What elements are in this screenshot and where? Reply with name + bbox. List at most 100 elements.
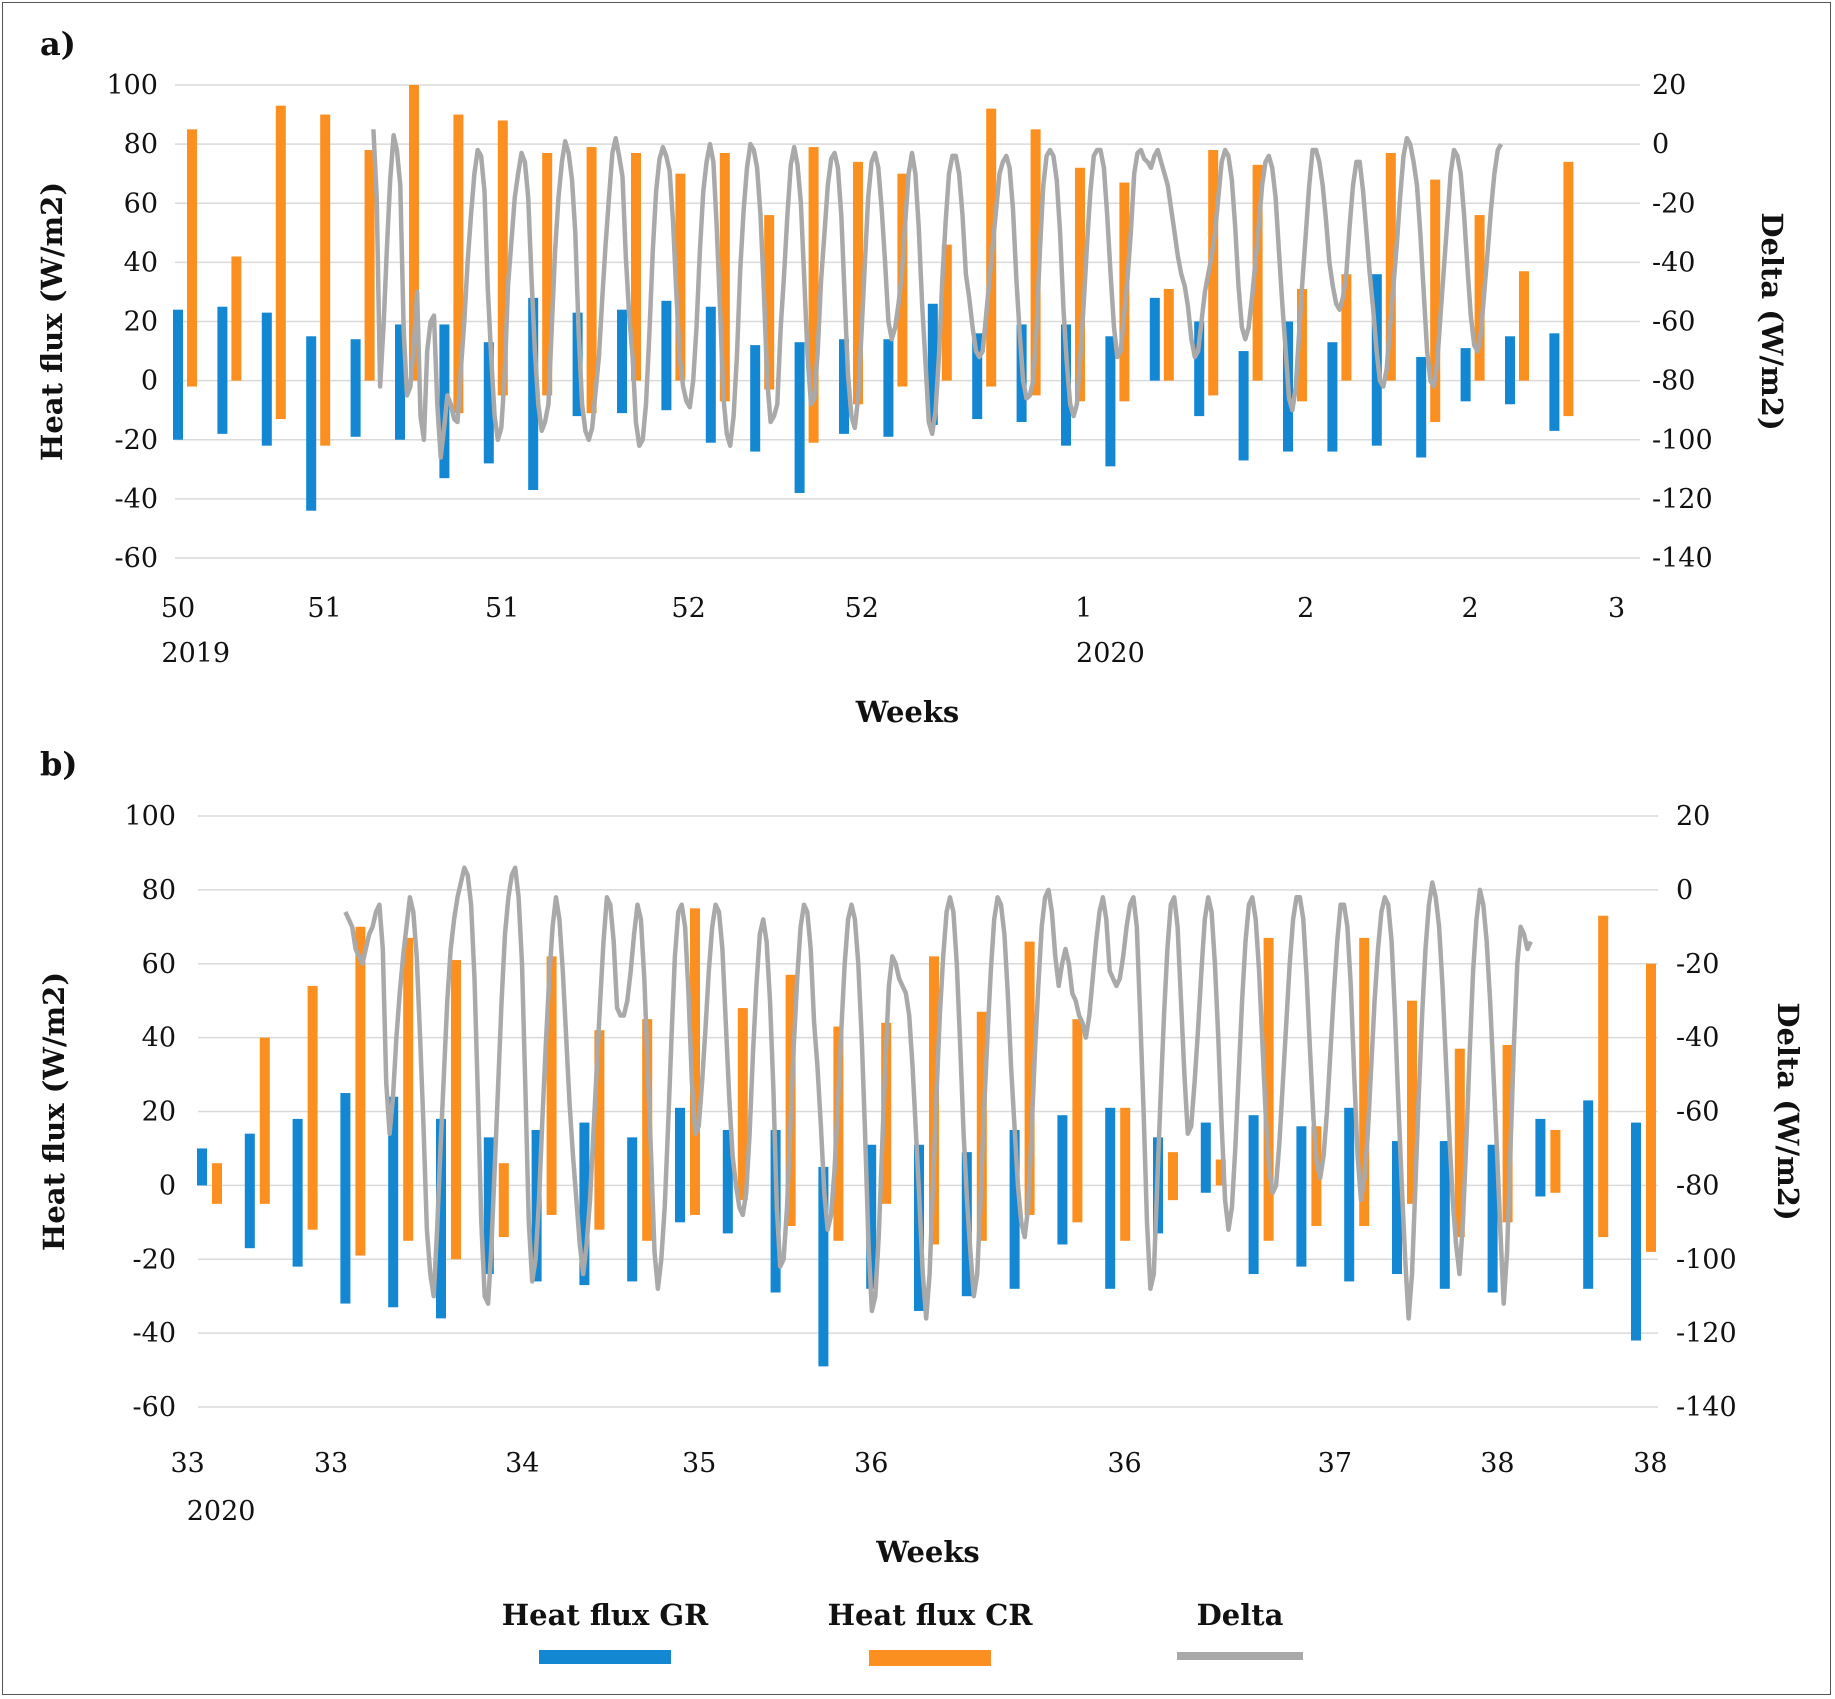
bar-heat-flux-cr (355, 926, 366, 1256)
bar-heat-flux-gr (794, 342, 805, 493)
bar-heat-flux-cr (307, 985, 318, 1230)
bar-heat-flux-gr (1631, 1122, 1641, 1341)
x-tick-label: 36 (854, 1448, 888, 1479)
bar-heat-flux-gr (217, 306, 228, 434)
y2-tick-label: -40 (1676, 1023, 1719, 1054)
legend-item-cr: Heat flux CR (805, 1598, 1055, 1666)
legend-swatch-delta (1177, 1652, 1303, 1660)
bar-heat-flux-gr (306, 336, 317, 511)
bar-heat-flux-gr (244, 1133, 255, 1249)
y2-tick-label: -120 (1676, 1318, 1737, 1349)
y-tick-label: -40 (115, 484, 158, 515)
bar-heat-flux-cr (1646, 963, 1656, 1252)
bar-heat-flux-gr (866, 1144, 877, 1289)
bar-heat-flux-cr (187, 129, 197, 387)
x-tick-label: 2 (1297, 593, 1314, 624)
bar-heat-flux-gr (1583, 1100, 1594, 1289)
bar-heat-flux-gr (839, 339, 849, 434)
y2-tick-label: -20 (1676, 949, 1719, 980)
bar-heat-flux-cr (1072, 1019, 1083, 1223)
bar-heat-flux-gr (1505, 336, 1515, 405)
y-tick-label: -40 (133, 1318, 176, 1349)
legend-item-delta: Delta (1140, 1598, 1340, 1660)
bar-heat-flux-gr (1535, 1118, 1546, 1197)
x-tick-label: 37 (1318, 1448, 1352, 1479)
bar-heat-flux-cr (320, 114, 331, 446)
bar-heat-flux-gr (528, 297, 539, 491)
y-tick-label: 100 (124, 801, 176, 832)
x-axis-label: Weeks (855, 695, 960, 729)
x-tick-label: 38 (1633, 1448, 1667, 1479)
bar-heat-flux-cr (642, 1019, 653, 1241)
x-tick-label: 50 (161, 593, 195, 624)
bar-heat-flux-cr (941, 244, 952, 381)
x-year-label: 2020 (187, 1496, 256, 1527)
bar-heat-flux-gr (436, 1118, 446, 1319)
bar-heat-flux-cr (1311, 1126, 1322, 1227)
bar-heat-flux-cr (1120, 1107, 1131, 1241)
x-tick-label: 1 (1075, 593, 1092, 624)
chart-legend: Heat flux GR Heat flux CR Delta (0, 1590, 1835, 1680)
bar-heat-flux-cr (737, 1008, 748, 1201)
x-tick-label: 36 (1107, 1448, 1141, 1479)
x-axis-label: Weeks (875, 1535, 980, 1569)
panel-label: b) (40, 745, 78, 783)
x-year-label: 2020 (1076, 638, 1145, 669)
y2-tick-label: -40 (1652, 247, 1695, 278)
bar-heat-flux-gr (1200, 1122, 1211, 1193)
bar-heat-flux-gr (579, 1122, 590, 1286)
bar-heat-flux-cr (631, 152, 641, 381)
legend-swatch-cr (869, 1650, 991, 1666)
bar-heat-flux-gr (1416, 356, 1427, 458)
bar-heat-flux-cr (1075, 167, 1085, 402)
y2-tick-label: 0 (1676, 875, 1693, 906)
y2-tick-label: -60 (1652, 307, 1695, 338)
x-tick-label: 38 (1480, 1448, 1514, 1479)
bar-heat-flux-cr (594, 1030, 605, 1230)
bar-heat-flux-cr (1598, 915, 1609, 1238)
bar-heat-flux-cr (1474, 215, 1485, 381)
delta-series-line (343, 865, 1533, 1321)
bar-heat-flux-cr (403, 937, 414, 1241)
y-tick-label: 80 (124, 129, 158, 160)
bar-heat-flux-cr (1563, 161, 1574, 417)
bar-heat-flux-cr (1550, 1129, 1561, 1193)
y-tick-label: -60 (115, 543, 158, 574)
bar-heat-flux-cr (929, 956, 939, 1245)
legend-label-cr: Heat flux CR (827, 1598, 1033, 1632)
y2-tick-label: -100 (1676, 1244, 1737, 1275)
y-tick-label: 20 (142, 1097, 176, 1128)
bar-heat-flux-gr (617, 309, 627, 414)
bar-heat-flux-gr (261, 312, 272, 446)
y-axis-label: Heat flux (W/m2) (37, 972, 71, 1251)
bar-heat-flux-cr (719, 152, 730, 402)
y-axis-label: Heat flux (W/m2) (35, 182, 69, 461)
bar-heat-flux-gr (388, 1096, 399, 1308)
bar-heat-flux-gr (1149, 297, 1160, 381)
bar-heat-flux-gr (173, 309, 183, 440)
bar-heat-flux-cr (881, 1022, 892, 1204)
bar-heat-flux-cr (853, 161, 863, 405)
panel-label: a) (40, 25, 76, 63)
y2-axis-label: Delta (W/m2) (1771, 1002, 1805, 1220)
y-tick-label: 80 (142, 875, 176, 906)
legend-label-delta: Delta (1196, 1598, 1284, 1632)
y-tick-label: 40 (124, 247, 158, 278)
bar-heat-flux-gr (972, 333, 983, 420)
bar-heat-flux-cr (1030, 129, 1041, 396)
bar-heat-flux-cr (1215, 1159, 1226, 1186)
bar-heat-flux-cr (1385, 152, 1396, 381)
y2-tick-label: -60 (1676, 1097, 1719, 1128)
bar-heat-flux-gr (1296, 1126, 1307, 1267)
x-tick-label: 51 (485, 593, 519, 624)
bar-heat-flux-gr (483, 342, 494, 464)
bar-heat-flux-gr (1009, 1129, 1020, 1289)
y2-tick-label: -140 (1652, 543, 1713, 574)
bar-heat-flux-cr (275, 105, 286, 420)
x-tick-label: 33 (314, 1448, 348, 1479)
bar-heat-flux-gr (722, 1129, 733, 1234)
bar-heat-flux-cr (764, 215, 775, 390)
bar-heat-flux-gr (340, 1093, 351, 1304)
bar-heat-flux-cr (546, 956, 557, 1215)
bar-heat-flux-gr (750, 345, 761, 452)
